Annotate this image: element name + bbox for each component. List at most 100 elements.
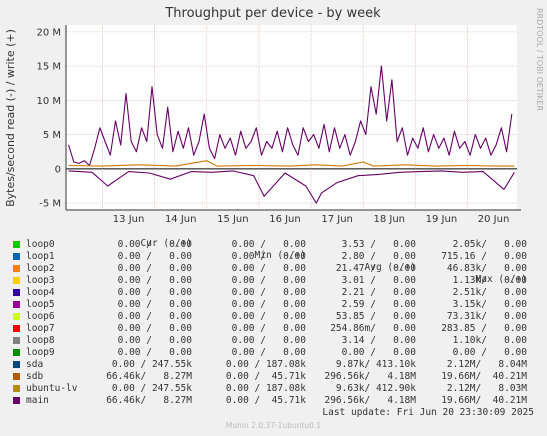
legend-avg: 3.14 / 0.00 <box>341 335 416 346</box>
x-tick-label-0: 13 Jun <box>113 214 145 225</box>
legend-avg: 2.80 / 0.00 <box>341 251 416 262</box>
x-tick-label-6: 19 Jun <box>426 214 458 225</box>
legend-max: 3.15k/ 0.00 <box>452 299 527 310</box>
legend-name: loop6 <box>26 311 55 322</box>
y-tick-label-3: 10 M <box>36 96 61 107</box>
y-axis-ticks: -5 M 0 5 M 10 M 15 M 20 M <box>36 27 61 209</box>
legend-min: 0.00 / 0.00 <box>231 299 306 310</box>
legend-min: 0.00 / 0.00 <box>231 275 306 286</box>
legend-avg: 296.56k/ 4.18M <box>324 371 416 382</box>
legend-swatch <box>13 253 20 260</box>
legend-cur: 0.00 / 0.00 <box>117 347 192 358</box>
legend-cur: 66.46k/ 8.27M <box>106 371 192 382</box>
legend-avg: 0.00 / 0.00 <box>341 347 416 358</box>
legend-swatch <box>13 301 20 308</box>
legend-avg: 3.01 / 0.00 <box>341 275 416 286</box>
header-cur: Cur (-/+) <box>140 238 192 249</box>
legend-name: loop0 <box>26 239 55 250</box>
plot-area <box>66 25 517 210</box>
x-tick-label-7: 20 Jun <box>478 214 510 225</box>
footer-version: Munin 2.0.37-1ubuntu0.1 <box>225 421 322 430</box>
x-tick-label-3: 16 Jun <box>269 214 301 225</box>
legend-max: 46.83k/ 0.00 <box>446 263 527 274</box>
y-tick-label-2: 5 M <box>43 130 61 141</box>
legend-avg: 9.87k/ 413.10k <box>335 359 416 370</box>
legend-min: 0.00 / 0.00 <box>231 335 306 346</box>
header-max: Max (-/+) <box>475 274 527 285</box>
legend-avg: 254.86m/ 0.00 <box>330 323 416 334</box>
series-group <box>68 65 515 204</box>
legend-max: 2.12M/ 8.03M <box>446 383 527 394</box>
legend-min: 0.00 / 187.08k <box>225 359 306 370</box>
legend-swatch <box>13 277 20 284</box>
legend-max: 1.10k/ 0.00 <box>452 335 527 346</box>
legend-name: main <box>26 395 49 406</box>
y-axis-label: Bytes/second read (-) / write (+) <box>4 29 17 207</box>
legend-max: 715.16 / 0.00 <box>441 251 527 262</box>
legend-cur: 66.46k/ 8.27M <box>106 395 192 406</box>
legend-cur: 0.00 / 0.00 <box>117 263 192 274</box>
legend-avg: 9.63k/ 412.90k <box>335 383 416 394</box>
legend-name: sdb <box>26 371 44 382</box>
legend-min: 0.00 / 0.00 <box>231 311 306 322</box>
legend-cur: 0.00 / 247.55k <box>111 383 192 394</box>
series-line-ubuntu-lv-write <box>68 160 515 167</box>
last-update: Last update: Fri Jun 20 23:30:09 2025 <box>322 407 534 418</box>
legend-cur: 0.00 / 0.00 <box>117 239 192 250</box>
legend-swatch <box>13 265 20 272</box>
legend-max: 2.05k/ 0.00 <box>452 239 527 250</box>
legend-swatch <box>13 289 20 296</box>
legend-avg: 296.56k/ 4.18M <box>324 395 416 406</box>
chart: Throughput per device - by week Bytes/se… <box>4 6 544 225</box>
legend-header: Cur (-/+) Min (-/+) Avg (-/+) Max (-/+) <box>0 226 527 285</box>
legend-swatch <box>13 385 20 392</box>
legend-avg: 53.85 / 0.00 <box>335 311 416 322</box>
legend-avg: 21.47 / 0.00 <box>335 263 416 274</box>
x-tick-label-4: 17 Jun <box>321 214 353 225</box>
rrdtool-label: RRDTOOL / TOBI OETIKER <box>535 8 544 111</box>
x-tick-label-1: 14 Jun <box>165 214 197 225</box>
series-line-main-read <box>68 170 515 204</box>
legend-min: 0.00 / 0.00 <box>231 251 306 262</box>
legend-cur: 0.00 / 0.00 <box>117 287 192 298</box>
x-axis-ticks: 13 Jun 14 Jun 15 Jun 16 Jun 17 Jun 18 Jun 19 J… <box>113 214 510 225</box>
legend-max: 73.31k/ 0.00 <box>446 311 527 322</box>
legend-cur: 0.00 / 0.00 <box>117 323 192 334</box>
legend-min: 0.00 / 0.00 <box>231 263 306 274</box>
legend-swatch <box>13 349 20 356</box>
x-tick-label-5: 18 Jun <box>373 214 405 225</box>
legend-min: 0.00 / 0.00 <box>231 239 306 250</box>
legend-max: 1.13k/ 0.00 <box>452 275 527 286</box>
chart-title: Throughput per device - by week <box>164 6 381 21</box>
legend-swatch <box>13 241 20 248</box>
x-tick-label-2: 15 Jun <box>217 214 249 225</box>
legend-name: loop1 <box>26 251 55 262</box>
legend-cur: 0.00 / 0.00 <box>117 251 192 262</box>
legend-min: 0.00 / 45.71k <box>225 371 306 382</box>
legend-name: ubuntu-lv <box>26 383 78 394</box>
legend-min: 0.00 / 0.00 <box>231 287 306 298</box>
y-tick-label-5: 20 M <box>36 27 61 38</box>
legend-name: loop9 <box>26 347 55 358</box>
legend-name: sda <box>26 359 44 370</box>
grid <box>66 25 517 210</box>
legend-max: 19.66M/ 40.21M <box>441 395 527 406</box>
legend-cur: 0.00 / 247.55k <box>111 359 192 370</box>
y-tick-label-1: 0 <box>55 164 61 175</box>
legend-swatch <box>13 313 20 320</box>
legend-min: 0.00 / 0.00 <box>231 347 306 358</box>
legend-swatch <box>13 373 20 380</box>
legend-swatch <box>13 325 20 332</box>
legend-swatch <box>13 361 20 368</box>
legend-max: 283.85 / 0.00 <box>441 323 527 334</box>
legend-max: 2.51k/ 0.00 <box>452 287 527 298</box>
legend-name: loop5 <box>26 299 55 310</box>
legend-name: loop7 <box>26 323 55 334</box>
legend-avg: 2.59 / 0.00 <box>341 299 416 310</box>
y-tick-label-0: -5 M <box>39 199 61 210</box>
legend-cur: 0.00 / 0.00 <box>117 311 192 322</box>
series-line-main-write <box>68 65 513 167</box>
legend-cur: 0.00 / 0.00 <box>117 275 192 286</box>
header-avg: Avg (-/+) <box>364 262 416 273</box>
legend-name: loop3 <box>26 275 55 286</box>
